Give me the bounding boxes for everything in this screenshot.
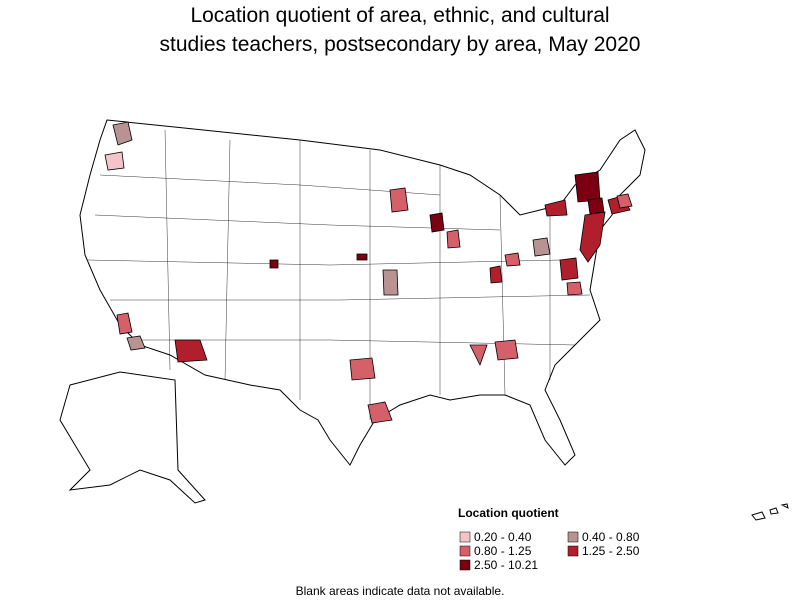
- legend-label: 0.40 - 0.80: [582, 530, 640, 544]
- legend-swatch: [459, 559, 471, 571]
- area: [382, 269, 399, 296]
- area: [112, 121, 133, 146]
- area: [174, 339, 208, 363]
- hawaii: [751, 503, 789, 521]
- area: [126, 335, 146, 351]
- legend: Location quotient 0.20 - 0.40 0.40 - 0.80…: [458, 506, 640, 572]
- area: [532, 237, 551, 257]
- title-line: Location quotient of area, ethnic, and c…: [190, 4, 609, 27]
- legend-swatch: [567, 545, 579, 557]
- area: [544, 199, 568, 217]
- legend-label: 1.25 - 2.50: [582, 544, 640, 558]
- area: [446, 229, 461, 249]
- legend-swatch: [567, 531, 579, 543]
- legend-swatch: [459, 531, 471, 543]
- area-borders: [87, 129, 591, 420]
- area: [579, 211, 606, 263]
- area: [566, 281, 583, 296]
- area: [494, 339, 519, 361]
- area: [349, 357, 376, 381]
- area: [367, 401, 393, 424]
- legend-label: 0.20 - 0.40: [474, 530, 532, 544]
- legend-swatch: [459, 545, 471, 557]
- area: [616, 193, 633, 209]
- footnote: Blank areas indicate data not available.: [296, 584, 505, 598]
- area: [559, 257, 579, 281]
- alaska: [59, 371, 206, 504]
- legend-label: 2.50 - 10.21: [474, 558, 538, 572]
- area: [587, 197, 605, 215]
- area: [389, 187, 409, 213]
- area: [469, 344, 488, 367]
- area: [356, 253, 368, 261]
- map: [59, 119, 789, 521]
- legend-label: 0.80 - 1.25: [474, 544, 532, 558]
- area: [429, 212, 445, 233]
- area: [116, 312, 133, 335]
- area: [269, 259, 279, 269]
- area: [504, 252, 521, 267]
- area: [104, 151, 125, 171]
- title-line: studies teachers, postsecondary by area,…: [160, 33, 641, 56]
- area: [574, 171, 601, 203]
- area: [489, 265, 503, 284]
- legend-title: Location quotient: [458, 506, 559, 520]
